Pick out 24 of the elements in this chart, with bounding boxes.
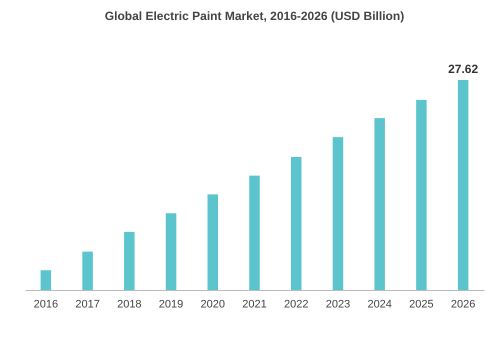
- x-tick-label: 2016: [34, 298, 58, 310]
- bar: [82, 252, 93, 290]
- bar: [124, 232, 135, 290]
- bar: [208, 194, 218, 290]
- x-tick-label: 2026: [450, 298, 476, 310]
- bar: [374, 118, 385, 290]
- x-tick-label: 2020: [200, 298, 226, 310]
- bar: [332, 137, 344, 290]
- bar: [40, 270, 52, 290]
- bar: [166, 213, 176, 290]
- x-tick-label: 2025: [409, 298, 434, 310]
- bar: [290, 156, 302, 290]
- bar: [458, 80, 468, 290]
- bar: [416, 100, 427, 290]
- data-label: 27.62: [448, 62, 478, 76]
- x-tick-label: 2021: [242, 298, 267, 310]
- x-tick-label: 2023: [326, 298, 350, 310]
- chart-title: Global Electric Paint Market, 2016-2026 (USD Billion): [104, 9, 404, 23]
- x-tick-label: 2019: [158, 298, 184, 310]
- x-tick-label: 2022: [284, 298, 308, 310]
- x-tick-label: 2024: [367, 298, 392, 310]
- x-tick-label: 2018: [117, 298, 142, 310]
- x-tick-label: 2017: [75, 298, 100, 310]
- bar: [249, 176, 260, 290]
